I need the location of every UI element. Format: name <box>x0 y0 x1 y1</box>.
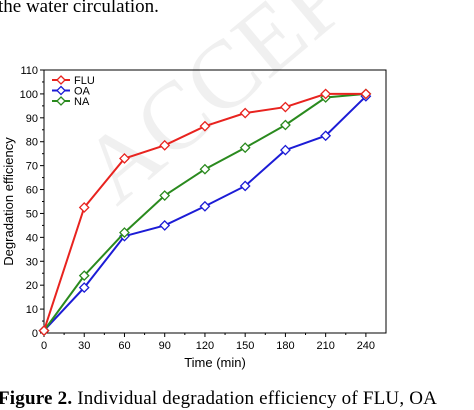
y-axis-title: Degradation efficiency <box>1 137 16 266</box>
y-tick-label: 10 <box>26 304 38 316</box>
legend-label: NA <box>74 96 90 108</box>
y-tick-label: 70 <box>26 161 38 173</box>
data-point-flu <box>199 120 211 132</box>
y-tick-label: 60 <box>26 185 38 197</box>
x-tick-label: 60 <box>118 340 130 352</box>
legend-item-flu: FLU <box>52 75 95 87</box>
legend-item-oa: OA <box>52 86 91 98</box>
series-flu <box>38 88 372 337</box>
figure-caption: Figure 2. Individual degradation efficie… <box>0 388 437 410</box>
data-point-oa <box>320 130 332 142</box>
x-tick-label: 210 <box>316 340 334 352</box>
legend-marker <box>56 75 66 85</box>
y-tick-label: 40 <box>26 232 38 244</box>
data-point-flu <box>38 325 50 337</box>
data-point-na <box>199 163 211 175</box>
data-point-flu <box>360 88 372 100</box>
caption-text: Individual degradation efficiency of FLU… <box>72 388 438 409</box>
y-tick-label: 30 <box>26 256 38 268</box>
caption-prefix: Figure 2. <box>0 388 73 409</box>
x-axis-title: Time (min) <box>184 355 246 370</box>
y-tick-label: 80 <box>26 137 38 149</box>
data-point-na <box>159 190 171 201</box>
data-point-oa <box>199 200 211 212</box>
legend-label: FLU <box>74 75 95 87</box>
data-point-flu <box>320 88 332 100</box>
legend-marker <box>56 96 66 106</box>
y-tick-label: 0 <box>32 328 38 340</box>
data-point-oa <box>159 219 171 231</box>
legend-marker <box>56 85 66 96</box>
data-point-flu <box>78 202 90 213</box>
legend-item-na: NA <box>52 96 90 108</box>
data-point-flu <box>159 139 171 151</box>
data-point-oa <box>279 144 291 156</box>
x-tick-label: 120 <box>196 340 214 352</box>
data-point-oa <box>78 282 90 293</box>
y-tick-label: 90 <box>26 113 38 125</box>
x-tick-label: 180 <box>276 340 294 352</box>
data-point-na <box>119 227 130 239</box>
series-layer <box>38 88 372 337</box>
y-tick-label: 100 <box>20 89 38 101</box>
top-text: the water circulation. <box>0 0 159 17</box>
x-tick-label: 240 <box>357 340 375 352</box>
y-tick-label: 110 <box>20 65 38 77</box>
data-point-na <box>279 119 291 131</box>
x-tick-label: 30 <box>78 340 90 352</box>
data-point-flu <box>119 153 130 164</box>
data-point-flu <box>239 107 251 119</box>
x-tick-label: 0 <box>41 340 47 352</box>
data-point-flu <box>279 101 291 113</box>
data-point-na <box>78 270 90 282</box>
axes: 0 30 60 90 120 150 180 210 240 0 10 20 30 40 50 60 70 80 9… <box>20 65 387 352</box>
y-tick-label: 50 <box>26 208 38 220</box>
y-tick-label: 20 <box>26 280 38 292</box>
legend-label: OA <box>74 86 91 98</box>
x-tick-label: 90 <box>159 340 171 352</box>
data-point-na <box>239 142 251 154</box>
data-point-oa <box>239 180 251 192</box>
x-tick-label: 150 <box>236 340 254 352</box>
